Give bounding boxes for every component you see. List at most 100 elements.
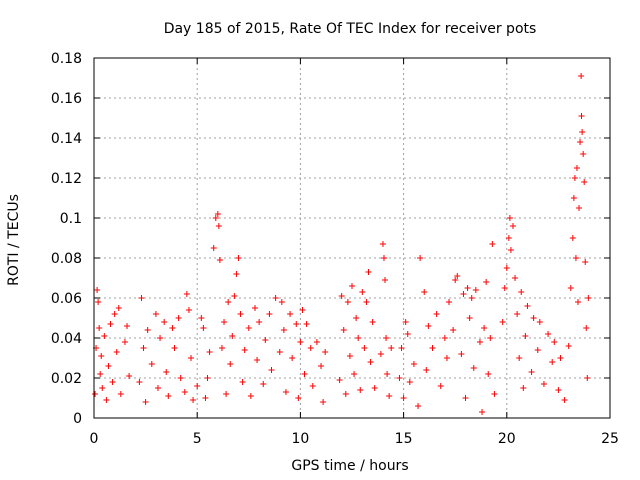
axis-ticks: 0 5 10 15 20 25 0 0.02 0.04 0.06 0.08 0.1 0.12 0.14 0.…: [51, 51, 619, 447]
data-point: [254, 357, 261, 363]
plot-frame: [93, 57, 611, 419]
data-point: [301, 371, 308, 377]
data-point: [483, 279, 490, 285]
data-point: [109, 379, 116, 385]
data-point: [530, 315, 537, 321]
data-point: [528, 369, 535, 375]
data-point: [576, 205, 583, 211]
data-point: [231, 293, 238, 299]
data-point: [536, 319, 543, 325]
data-point: [245, 325, 252, 331]
data-point: [320, 399, 327, 405]
data-point: [280, 327, 287, 333]
data-point: [214, 211, 221, 217]
data-point: [425, 323, 432, 329]
data-point: [276, 349, 283, 355]
data-point: [433, 311, 440, 317]
data-point: [169, 325, 176, 331]
data-point: [181, 389, 188, 395]
data-point: [313, 339, 320, 345]
data-point: [479, 409, 486, 415]
data-point: [462, 395, 469, 401]
data-point: [487, 335, 494, 341]
data-point: [113, 349, 120, 355]
data-point: [282, 389, 289, 395]
data-point: [185, 307, 192, 313]
data-point: [289, 355, 296, 361]
data-point: [570, 195, 577, 201]
y-tick-label: 0.16: [51, 91, 82, 107]
data-point: [295, 395, 302, 401]
data-point: [190, 397, 197, 403]
data-point: [212, 215, 219, 221]
data-point: [152, 311, 159, 317]
data-point: [464, 285, 471, 291]
data-point: [223, 391, 230, 397]
data-point: [404, 331, 411, 337]
data-point: [200, 325, 207, 331]
data-point: [460, 291, 467, 297]
data-point: [351, 371, 358, 377]
data-point: [98, 353, 105, 359]
data-point: [202, 395, 209, 401]
x-tick-label: 0: [90, 431, 99, 447]
data-point: [377, 351, 384, 357]
data-point: [557, 355, 564, 361]
data-point: [505, 235, 512, 241]
y-tick-label: 0.18: [51, 51, 82, 67]
y-axis-label: ROTI / TECUs: [6, 194, 22, 286]
data-point: [578, 73, 585, 79]
data-point: [379, 241, 386, 247]
data-point: [571, 175, 578, 181]
x-tick-label: 15: [395, 431, 413, 447]
data-point: [583, 325, 590, 331]
data-point: [241, 347, 248, 353]
data-point: [233, 271, 240, 277]
data-point: [369, 319, 376, 325]
data-point: [446, 299, 453, 305]
data-point: [491, 391, 498, 397]
data-point: [210, 245, 217, 251]
data-point: [415, 403, 422, 409]
data-point: [468, 295, 475, 301]
data-point: [452, 277, 459, 283]
data-point: [194, 383, 201, 389]
data-point: [386, 393, 393, 399]
data-point: [239, 379, 246, 385]
data-point: [303, 321, 310, 327]
data-point: [297, 339, 304, 345]
data-point: [206, 349, 213, 355]
data-point: [99, 385, 106, 391]
data-point: [237, 311, 244, 317]
data-point: [361, 345, 368, 351]
data-point: [307, 345, 314, 351]
data-point: [338, 293, 345, 299]
data-point: [92, 391, 99, 397]
data-point: [514, 311, 521, 317]
x-tick-label: 20: [498, 431, 516, 447]
data-point: [96, 325, 103, 331]
data-point: [565, 343, 572, 349]
data-point: [117, 391, 124, 397]
data-point: [359, 289, 366, 295]
data-point: [115, 305, 122, 311]
data-point: [309, 383, 316, 389]
data-point: [204, 375, 211, 381]
data-point: [103, 397, 110, 403]
data-points: [92, 73, 592, 415]
data-point: [247, 393, 254, 399]
data-point: [95, 299, 102, 305]
data-point: [481, 325, 488, 331]
data-point: [349, 283, 355, 289]
data-point: [421, 289, 428, 295]
x-tick-label: 5: [193, 431, 202, 447]
data-point: [402, 319, 409, 325]
y-tick-label: 0.14: [51, 131, 82, 147]
data-point: [171, 345, 178, 351]
data-point: [450, 327, 457, 333]
data-point: [124, 323, 131, 329]
data-point: [512, 275, 519, 281]
data-point: [188, 355, 195, 361]
data-point: [384, 371, 391, 377]
